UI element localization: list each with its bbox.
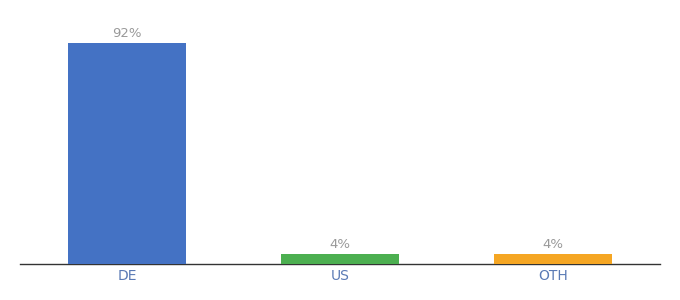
Bar — [282, 254, 398, 264]
Bar — [494, 254, 612, 264]
Text: 92%: 92% — [112, 27, 141, 40]
Text: 4%: 4% — [543, 238, 564, 251]
Bar — [68, 43, 186, 264]
Text: 4%: 4% — [330, 238, 350, 251]
